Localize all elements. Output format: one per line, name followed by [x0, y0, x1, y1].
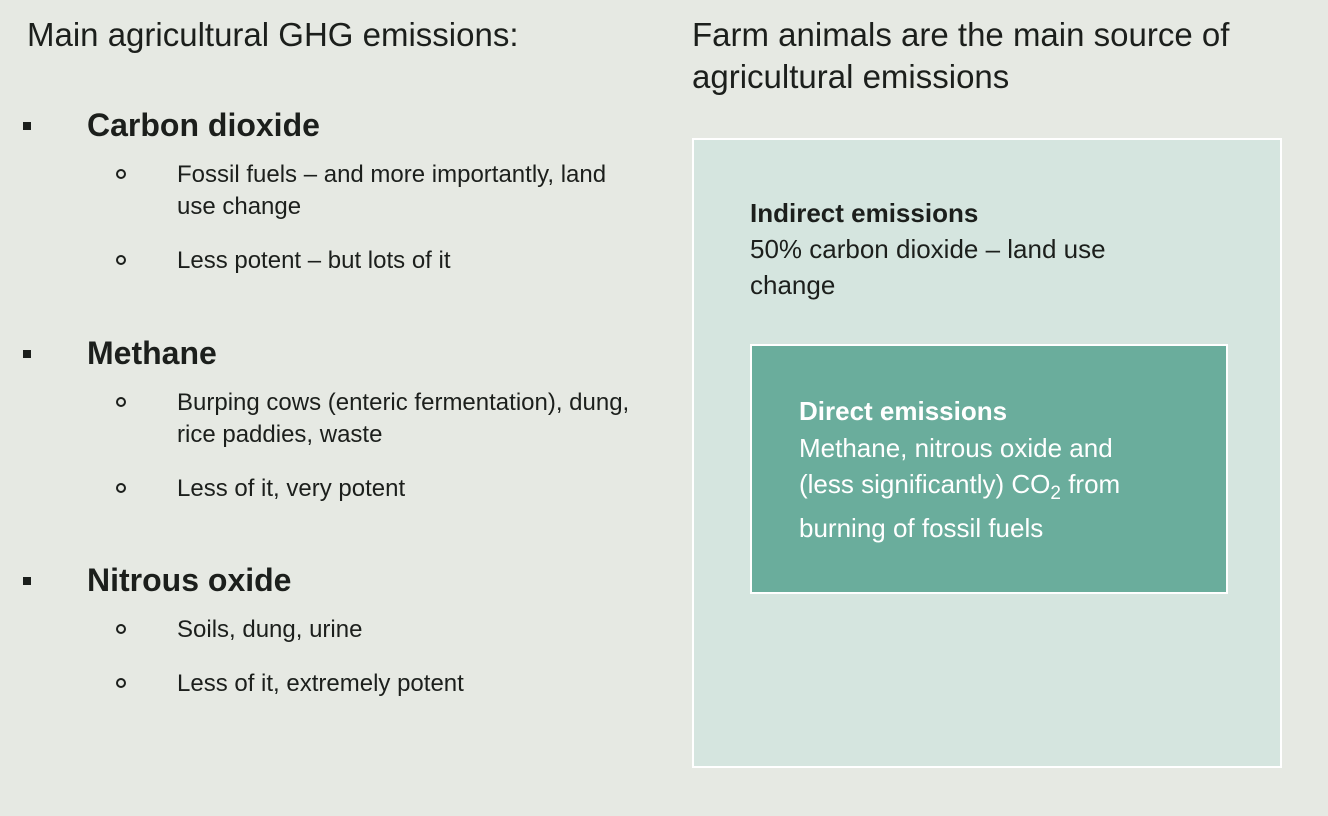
- list-item-text: Fossil fuels – and more importantly, lan…: [177, 161, 607, 220]
- direct-emissions-line-2-tail: from: [1060, 469, 1121, 499]
- circle-bullet-icon: [116, 255, 126, 265]
- square-bullet-icon: [23, 122, 31, 130]
- direct-emissions-line-3: burning of fossil fuels: [799, 513, 1044, 543]
- right-title: Farm animals are the main source of agri…: [692, 16, 1230, 95]
- gas-section-carbon-dioxide: Carbon dioxide Fossil fuels – and more i…: [0, 105, 660, 277]
- list-item-text: Less of it, extremely potent: [177, 670, 464, 697]
- gas-name: Nitrous oxide: [87, 562, 292, 598]
- indirect-emissions-box: Indirect emissions 50% carbon dioxide – …: [692, 138, 1282, 768]
- list-item-text: Soils, dung, urine: [177, 616, 363, 643]
- indirect-emissions-text: 50% carbon dioxide – land use change: [750, 234, 1106, 300]
- circle-bullet-icon: [116, 169, 126, 179]
- list-item-text: Less of it, very potent: [177, 475, 406, 502]
- direct-emissions-line-2-text: (less significantly) CO: [799, 469, 1051, 499]
- direct-emissions-text: Methane, nitrous oxide and (less signifi…: [799, 430, 1179, 546]
- gas-name: Methane: [87, 335, 217, 371]
- list-item: Fossil fuels – and more importantly, lan…: [0, 159, 660, 223]
- circle-bullet-icon: [116, 624, 126, 634]
- list-item-text: Burping cows (enteric fermentation), dun…: [177, 389, 630, 448]
- list-item: Burping cows (enteric fermentation), dun…: [0, 387, 660, 451]
- direct-emissions-line-2: (less significantly) CO2 from: [799, 466, 1179, 504]
- left-title: Main agricultural GHG emissions:: [27, 16, 519, 53]
- circle-bullet-icon: [116, 483, 126, 493]
- list-item: Soils, dung, urine: [0, 614, 660, 646]
- gas-name: Carbon dioxide: [87, 107, 320, 143]
- list-item: Less of it, extremely potent: [0, 668, 660, 700]
- co2-subscript: 2: [1050, 483, 1061, 504]
- direct-emissions-line-1: Methane, nitrous oxide and: [799, 433, 1113, 463]
- square-bullet-icon: [23, 350, 31, 358]
- list-item: Less potent – but lots of it: [0, 245, 660, 277]
- list-item-text: Less potent – but lots of it: [177, 247, 451, 274]
- list-item: Less of it, very potent: [0, 473, 660, 505]
- gas-section-nitrous-oxide: Nitrous oxide Soils, dung, urine Less of…: [0, 560, 660, 700]
- direct-emissions-box: Direct emissions Methane, nitrous oxide …: [750, 344, 1228, 594]
- gas-section-methane: Methane Burping cows (enteric fermentati…: [0, 333, 660, 505]
- square-bullet-icon: [23, 577, 31, 585]
- indirect-emissions-heading: Indirect emissions: [750, 198, 979, 228]
- direct-emissions-heading: Direct emissions: [799, 396, 1008, 426]
- circle-bullet-icon: [116, 397, 126, 407]
- circle-bullet-icon: [116, 678, 126, 688]
